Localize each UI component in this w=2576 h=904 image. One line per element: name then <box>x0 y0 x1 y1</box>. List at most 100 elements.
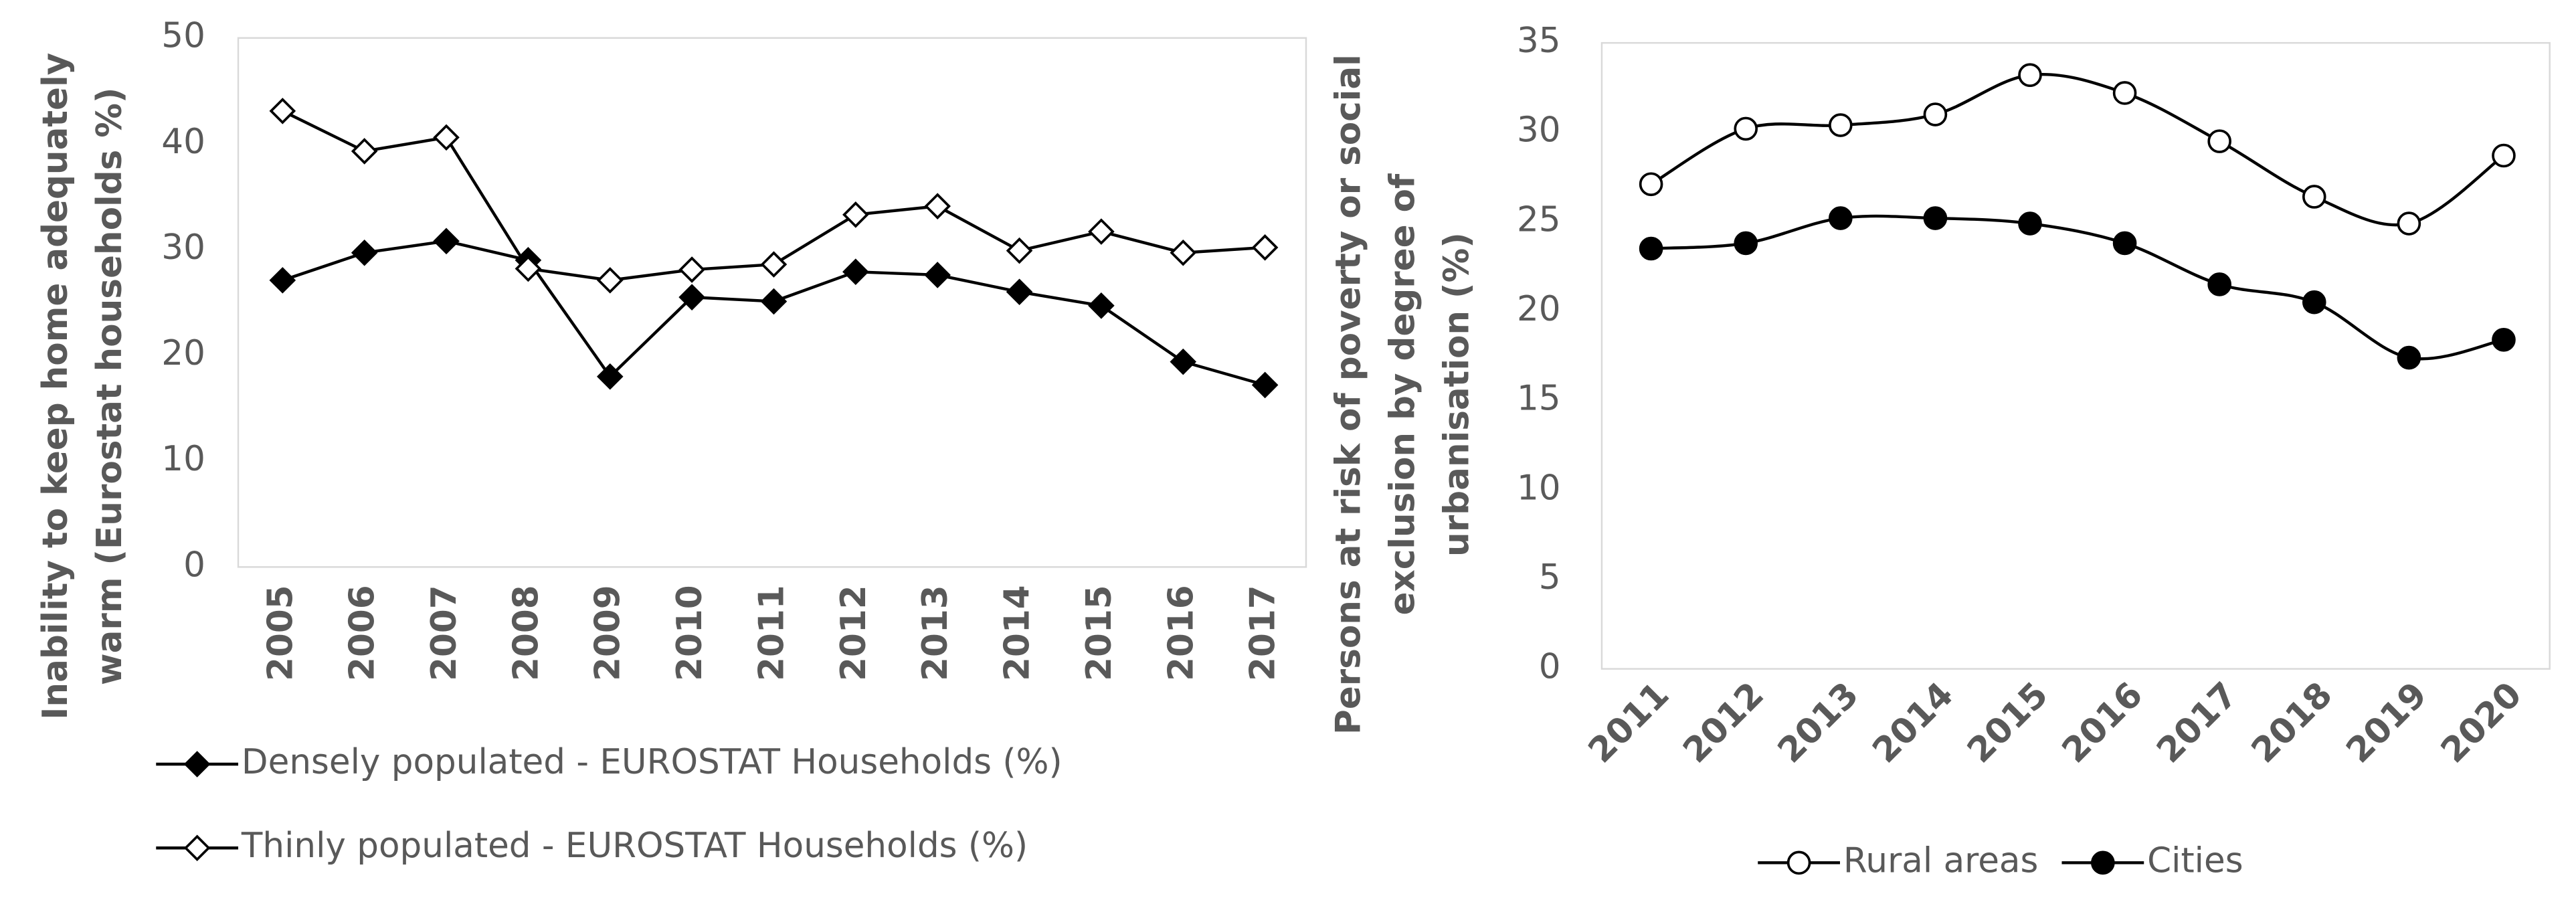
marker <box>1088 292 1115 319</box>
plot-area <box>237 37 1307 568</box>
marker <box>1734 116 1758 141</box>
marker <box>351 138 378 165</box>
marker <box>1170 348 1197 375</box>
legend-marker <box>183 834 211 862</box>
marker <box>1251 234 1279 261</box>
series-line <box>1650 72 2505 227</box>
marker <box>269 98 296 124</box>
marker <box>2207 129 2231 153</box>
marker <box>924 262 951 288</box>
plot-area <box>1600 41 2551 670</box>
marker <box>1088 218 1115 245</box>
y-tick-label: 0 <box>183 545 205 585</box>
x-tick-label: 2018 <box>2244 674 2340 771</box>
marker <box>433 228 460 255</box>
x-tick-label: 2012 <box>834 585 874 681</box>
x-tick-label: 2016 <box>1161 585 1201 681</box>
marker <box>1923 102 1948 126</box>
y-axis-label: exclusion by degree of <box>1382 173 1422 615</box>
marker <box>1170 239 1197 266</box>
x-tick-label: 2011 <box>1580 674 1677 771</box>
marker <box>678 256 705 283</box>
marker <box>1829 113 1853 137</box>
y-axis-label: warm (Eurostat households %) <box>90 88 130 685</box>
legend-marker <box>183 751 211 778</box>
y-tick-label: 10 <box>1517 468 1561 508</box>
y-axis-label: Persons at risk of poverty or social <box>1328 54 1368 735</box>
y-axis-label: Inability to keep home adequately <box>35 53 76 720</box>
marker <box>1923 206 1948 230</box>
x-tick-label: 2017 <box>1243 585 1283 681</box>
y-tick-label: 20 <box>161 333 205 373</box>
legend-marker <box>2091 850 2115 875</box>
x-tick-label: 2007 <box>424 585 464 681</box>
y-tick-label: 25 <box>1517 199 1561 240</box>
y-tick-label: 0 <box>1539 647 1561 687</box>
marker <box>1006 278 1033 306</box>
marker <box>760 288 788 315</box>
x-tick-label: 2006 <box>343 585 383 681</box>
x-tick-label: 2016 <box>2054 674 2150 771</box>
marker <box>2207 272 2231 296</box>
marker <box>2018 211 2042 236</box>
x-tick-label: 2008 <box>506 585 546 681</box>
marker <box>924 193 951 219</box>
y-tick-label: 30 <box>1517 110 1561 151</box>
legend-label: Cities <box>2147 840 2243 881</box>
y-axis-label: urbanisation (%) <box>1437 232 1477 557</box>
x-tick-label: 2011 <box>751 585 792 681</box>
marker <box>842 258 869 285</box>
marker <box>760 251 788 278</box>
y-tick-label: 35 <box>1517 21 1561 61</box>
marker <box>515 255 542 282</box>
x-tick-label: 2017 <box>2149 674 2245 771</box>
marker <box>596 363 624 390</box>
marker <box>433 124 460 151</box>
marker <box>2018 63 2042 88</box>
marker <box>1639 172 1663 197</box>
marker <box>2492 328 2516 352</box>
legend-label: Rural areas <box>1843 840 2038 881</box>
marker <box>842 201 869 228</box>
marker <box>2397 211 2421 236</box>
y-tick-label: 20 <box>1517 289 1561 329</box>
x-tick-label: 2019 <box>2338 674 2435 771</box>
x-tick-label: 2020 <box>2433 674 2530 771</box>
marker <box>351 239 378 266</box>
marker <box>2492 143 2516 168</box>
marker <box>2112 231 2137 256</box>
marker <box>1829 206 1853 230</box>
marker <box>596 267 624 294</box>
legend-label: Thinly populated - EUROSTAT Households (… <box>241 826 1028 866</box>
y-tick-label: 50 <box>161 16 205 56</box>
marker <box>2302 290 2326 314</box>
marker <box>1734 231 1758 256</box>
x-tick-label: 2005 <box>260 585 300 681</box>
marker <box>2397 345 2421 370</box>
x-tick-label: 2014 <box>1865 674 1961 771</box>
y-tick-label: 40 <box>161 122 205 162</box>
x-tick-label: 2013 <box>1770 674 1867 771</box>
legend-label: Densely populated - EUROSTAT Households … <box>242 742 1063 782</box>
y-tick-label: 5 <box>1539 557 1561 598</box>
marker <box>1251 371 1279 399</box>
marker <box>2112 81 2137 105</box>
marker <box>2302 185 2326 209</box>
y-tick-label: 15 <box>1517 379 1561 419</box>
marker <box>678 284 705 310</box>
marker <box>269 267 296 294</box>
series-line <box>1651 214 2504 361</box>
x-tick-label: 2009 <box>588 585 628 681</box>
y-tick-label: 30 <box>161 228 205 268</box>
x-tick-label: 2012 <box>1675 674 1772 771</box>
x-tick-label: 2010 <box>670 585 710 681</box>
marker <box>1006 237 1033 264</box>
legend-marker <box>1786 850 1811 875</box>
marker <box>1639 236 1663 261</box>
x-tick-label: 2013 <box>915 585 955 681</box>
x-tick-label: 2014 <box>998 585 1038 681</box>
y-tick-label: 10 <box>161 439 205 479</box>
x-tick-label: 2015 <box>1960 674 2056 771</box>
